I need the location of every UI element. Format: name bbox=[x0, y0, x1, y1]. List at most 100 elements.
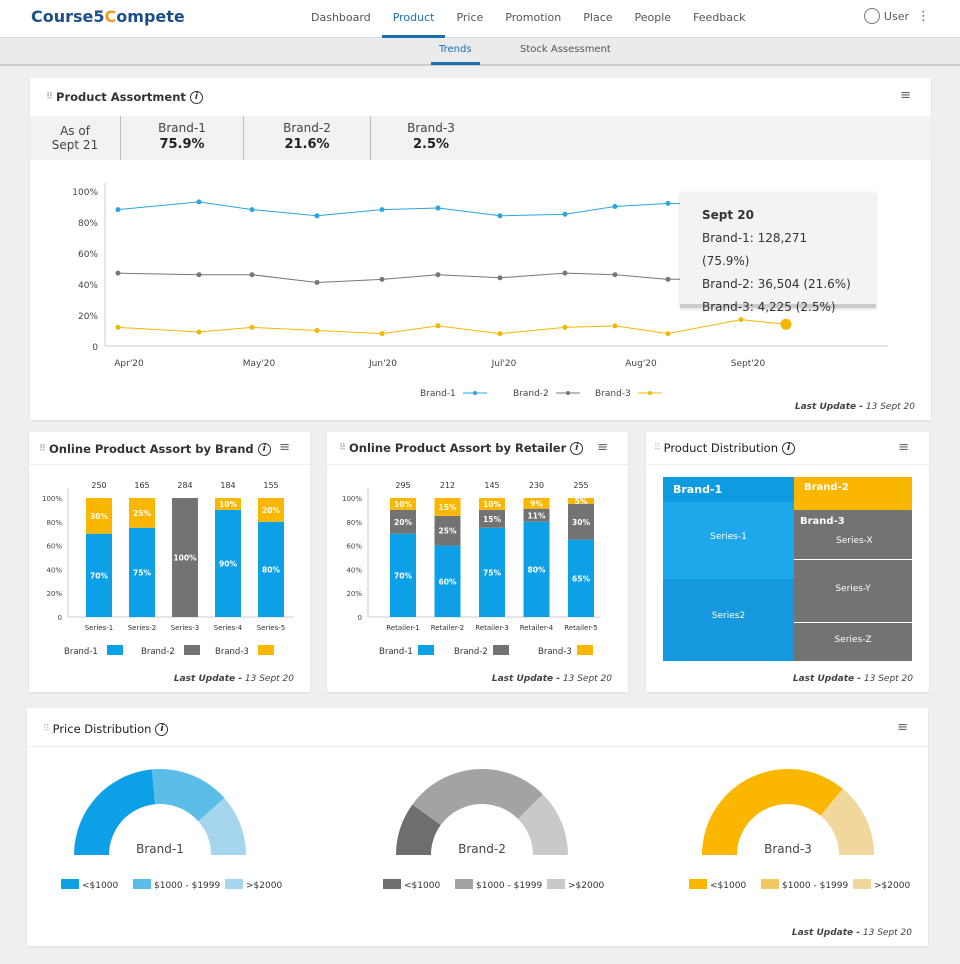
title-text: Product Assortment bbox=[56, 90, 186, 104]
user-menu[interactable]: User ⋮ bbox=[863, 8, 930, 24]
y-tick-label: 60% bbox=[78, 250, 98, 260]
bar-segment bbox=[86, 498, 112, 534]
last-update: Last Update - 13 Sept 20 bbox=[492, 674, 612, 684]
drag-handle-icon[interactable]: ⠿ bbox=[654, 443, 661, 453]
donut-segment bbox=[518, 794, 568, 855]
bar-segment bbox=[86, 533, 112, 617]
x-tick-label: Sept'20 bbox=[731, 359, 766, 369]
info-icon[interactable]: i bbox=[257, 442, 271, 456]
nav-place[interactable]: Place bbox=[583, 11, 613, 24]
y-tick-label: 60% bbox=[346, 543, 362, 551]
bar-value-label: 80% bbox=[528, 565, 546, 574]
donut-segment bbox=[74, 769, 156, 855]
legend-label: $1000 - $1999 bbox=[154, 881, 221, 891]
info-icon[interactable]: i bbox=[782, 441, 796, 455]
divider bbox=[27, 746, 928, 747]
nav-price[interactable]: Price bbox=[456, 11, 484, 24]
data-point bbox=[314, 213, 320, 219]
info-icon[interactable]: i bbox=[570, 441, 584, 455]
nav-people[interactable]: People bbox=[634, 11, 672, 24]
legend-label: Brand-3 bbox=[595, 389, 631, 399]
data-point bbox=[196, 272, 202, 278]
treemap-series-x[interactable]: Brand-3 Series-X bbox=[794, 510, 912, 559]
drag-handle-icon[interactable]: ⠿ bbox=[43, 724, 50, 734]
bar-value-label: 90% bbox=[219, 559, 237, 568]
last-update-label: Last Update - bbox=[173, 674, 242, 684]
donut-segment bbox=[412, 769, 543, 826]
divider bbox=[646, 464, 929, 465]
logo[interactable]: Course5Compete bbox=[31, 7, 185, 26]
info-icon[interactable]: i bbox=[189, 90, 203, 104]
treemap-brand-2[interactable]: Brand-2 bbox=[794, 477, 912, 510]
bar-value-label: 5% bbox=[575, 497, 588, 506]
filter-icon[interactable]: ≡ bbox=[279, 440, 290, 455]
data-point bbox=[435, 272, 441, 278]
legend-label: Brand-2 bbox=[141, 647, 175, 657]
donut-segment bbox=[198, 798, 246, 855]
data-point bbox=[612, 204, 618, 209]
x-tick-label: Retailer-2 bbox=[431, 624, 465, 632]
y-tick-label: 20% bbox=[346, 590, 362, 598]
stat-value: 75.9% bbox=[159, 137, 205, 152]
nav-dashboard[interactable]: Dashboard bbox=[311, 11, 371, 24]
series-label: Series-X bbox=[836, 536, 873, 546]
last-update-label: Last Update - bbox=[794, 402, 863, 412]
filter-icon[interactable]: ≡ bbox=[900, 88, 911, 103]
bar-value-label: 75% bbox=[483, 568, 501, 577]
bar-segment bbox=[390, 509, 416, 534]
y-tick-label: 100% bbox=[42, 495, 62, 503]
bar-segment bbox=[434, 498, 461, 516]
assort-by-retailer-card: ⠿ Online Product Assort by Retailer i ≡ 0 2… bbox=[327, 432, 628, 692]
y-tick-label: 0 bbox=[58, 614, 62, 622]
data-point bbox=[115, 270, 121, 276]
tab-stock-assessment[interactable]: Stock Assessment bbox=[520, 44, 611, 55]
treemap-series-z[interactable]: Series-Z bbox=[794, 623, 912, 661]
tooltip-line: Brand-2: 36,504 (21.6%) bbox=[702, 277, 851, 291]
bar-total-label: 284 bbox=[177, 481, 192, 490]
treemap-series-1[interactable]: Series-1 bbox=[663, 502, 794, 579]
last-update-date: 13 Sept 20 bbox=[863, 674, 913, 684]
x-tick-label: Retailer-4 bbox=[520, 624, 554, 632]
kebab-menu-icon[interactable]: ⋮ bbox=[917, 8, 930, 24]
x-tick-label: Retailer-5 bbox=[564, 624, 598, 632]
data-point bbox=[249, 324, 255, 330]
tab-trends[interactable]: Trends bbox=[431, 38, 480, 65]
data-point bbox=[665, 276, 671, 282]
legend-label: Brand-1 bbox=[379, 647, 413, 657]
bar-segment bbox=[215, 509, 241, 617]
stat-value: 21.6% bbox=[284, 137, 330, 152]
treemap-series-y[interactable]: Series-Y bbox=[794, 560, 912, 622]
info-icon[interactable]: i bbox=[155, 722, 169, 736]
drag-handle-icon[interactable]: ⠿ bbox=[339, 443, 346, 453]
y-tick-label: 60% bbox=[46, 543, 62, 551]
divider bbox=[370, 116, 371, 160]
treemap-brand-1[interactable]: Brand-1 bbox=[663, 477, 794, 502]
last-update: Last Update - 13 Sept 20 bbox=[174, 674, 294, 684]
legend-swatch bbox=[133, 879, 151, 889]
legend-label: <$1000 bbox=[710, 881, 746, 891]
treemap-series-2[interactable]: Series2 bbox=[663, 579, 794, 661]
bar-segment bbox=[568, 539, 594, 617]
donut-label: Brand-2 bbox=[458, 842, 506, 856]
bar-value-label: 10% bbox=[219, 500, 237, 509]
filter-icon[interactable]: ≡ bbox=[898, 440, 909, 455]
legend-swatch bbox=[383, 879, 401, 889]
summary-stats: As of Sept 21 Brand-1 75.9% Brand-2 21.6% B… bbox=[30, 116, 931, 160]
filter-icon[interactable]: ≡ bbox=[897, 720, 908, 735]
nav-promotion[interactable]: Promotion bbox=[505, 11, 562, 24]
filter-icon[interactable]: ≡ bbox=[597, 440, 608, 455]
nav-feedback[interactable]: Feedback bbox=[693, 11, 746, 24]
data-point bbox=[612, 323, 618, 329]
drag-handle-icon[interactable]: ⠿ bbox=[39, 444, 46, 454]
drag-handle-icon[interactable]: ⠿ bbox=[46, 92, 53, 102]
last-update-label: Last Update - bbox=[792, 674, 861, 684]
stacked-bar-chart: 0 20% 40% 60% 80% 100% 70% 30% 250 Series-1 75% 25%… bbox=[42, 481, 293, 657]
bar-value-label: 30% bbox=[572, 518, 590, 527]
data-point bbox=[115, 207, 121, 213]
last-update-label: Last Update - bbox=[491, 674, 560, 684]
last-update-label: Last Update - bbox=[791, 928, 860, 938]
legend-label: Brand-3 bbox=[215, 647, 249, 657]
bar-value-label: 25% bbox=[439, 527, 457, 536]
nav-product[interactable]: Product bbox=[381, 0, 446, 38]
bar-segment bbox=[523, 508, 550, 522]
